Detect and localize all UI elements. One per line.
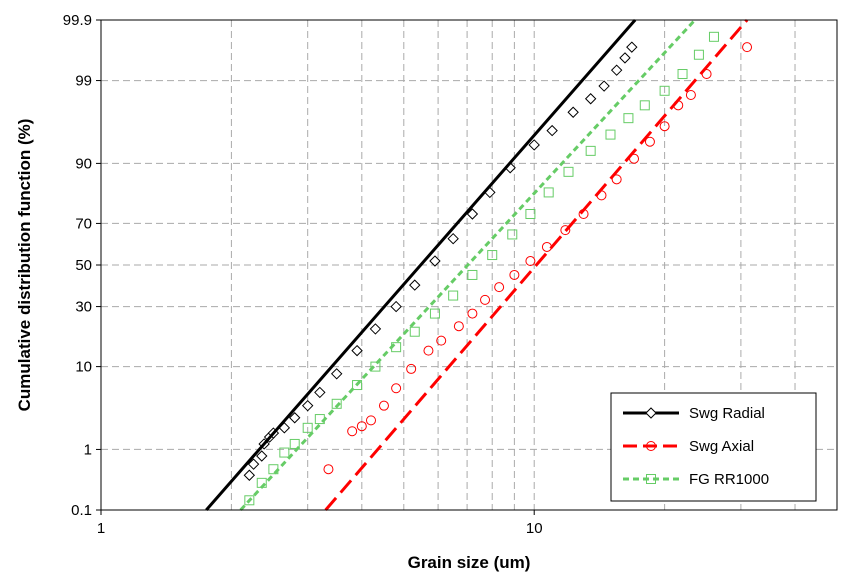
- y-tick-label: 10: [75, 359, 92, 376]
- data-point: [560, 225, 571, 236]
- data-point: [487, 250, 498, 261]
- data-point: [598, 80, 610, 92]
- data-point: [525, 208, 536, 219]
- data-point: [247, 458, 260, 470]
- data-point: [365, 415, 376, 426]
- data-point: [509, 269, 520, 280]
- data-point: [409, 326, 420, 337]
- data-point: [659, 121, 670, 132]
- data-point: [480, 294, 491, 305]
- y-tick-label: 99: [75, 73, 92, 90]
- series-1: [323, 19, 753, 511]
- data-point: [605, 129, 616, 140]
- data-point: [289, 438, 300, 449]
- legend: Swg Radial Swg Axial FG RR1000: [610, 392, 817, 502]
- data-point: [611, 174, 622, 185]
- data-point: [436, 335, 447, 346]
- data-point: [623, 113, 634, 124]
- legend-label: Swg Axial: [689, 438, 754, 455]
- data-point: [507, 229, 518, 240]
- legend-marker: [646, 441, 656, 451]
- fit-line: [239, 18, 697, 512]
- x-tick-label: 10: [526, 520, 543, 537]
- data-point: [244, 495, 255, 506]
- data-point: [369, 323, 382, 335]
- data-point: [494, 282, 505, 293]
- data-point: [685, 89, 696, 100]
- data-point: [256, 450, 268, 462]
- data-point: [289, 412, 301, 424]
- data-point: [323, 464, 334, 475]
- series-2: [239, 18, 719, 512]
- data-point: [279, 447, 290, 458]
- data-point: [467, 308, 478, 319]
- data-point: [708, 31, 719, 42]
- data-point: [330, 368, 343, 380]
- data-point: [626, 41, 638, 53]
- data-point: [543, 187, 554, 198]
- data-point: [546, 124, 558, 137]
- y-tick-label: 30: [75, 299, 92, 316]
- data-point: [639, 100, 650, 111]
- data-point: [356, 421, 367, 432]
- y-tick-label: 50: [75, 257, 92, 274]
- data-point: [243, 469, 256, 481]
- data-point: [378, 400, 389, 411]
- data-point: [619, 52, 631, 64]
- data-point: [370, 361, 381, 372]
- data-point: [644, 136, 655, 147]
- x-tick-label: 1: [97, 520, 105, 537]
- tick-labels: 0.1 1 10 30 50 70 90 99 99.9 1 10: [63, 12, 543, 537]
- data-point: [429, 308, 440, 319]
- y-tick-label: 90: [75, 155, 92, 172]
- data-point: [585, 145, 596, 156]
- data-point: [693, 49, 704, 60]
- data-point: [352, 380, 363, 391]
- data-point: [567, 106, 579, 118]
- y-tick-label: 99.9: [63, 12, 92, 29]
- data-point: [301, 399, 314, 412]
- y-tick-label: 70: [75, 215, 92, 232]
- data-point: [351, 344, 363, 357]
- y-tick-label: 0.1: [71, 502, 92, 519]
- data-point: [584, 93, 597, 105]
- legend-label: FG RR1000: [689, 471, 769, 488]
- data-point: [448, 290, 459, 301]
- x-axis-title: Grain size (um): [408, 553, 531, 572]
- data-point: [659, 85, 670, 96]
- y-axis-title: Cumulative distribution function (%): [15, 119, 34, 412]
- data-point: [390, 300, 402, 313]
- data-point: [528, 139, 540, 151]
- legend-marker: [646, 474, 656, 484]
- legend-marker: [645, 407, 657, 419]
- data-point: [447, 232, 459, 245]
- data-point: [467, 269, 478, 280]
- data-point: [331, 398, 342, 409]
- data-point: [423, 345, 434, 356]
- data-point: [677, 69, 688, 80]
- fit-line: [205, 19, 637, 511]
- series-layer: [205, 18, 753, 512]
- data-point: [406, 363, 417, 374]
- data-point: [742, 42, 753, 53]
- data-point: [610, 64, 623, 76]
- data-point: [409, 279, 421, 291]
- y-tick-label: 1: [84, 441, 92, 458]
- data-point: [314, 386, 326, 399]
- fit-line: [324, 19, 749, 511]
- legend-label: Swg Radial: [689, 405, 765, 422]
- data-point: [347, 426, 358, 437]
- data-point: [429, 255, 441, 267]
- data-point: [391, 383, 402, 394]
- data-point: [302, 422, 313, 433]
- data-point: [563, 166, 574, 177]
- data-point: [466, 208, 479, 220]
- data-point: [453, 321, 464, 332]
- data-point: [525, 256, 536, 267]
- series-0: [205, 19, 638, 511]
